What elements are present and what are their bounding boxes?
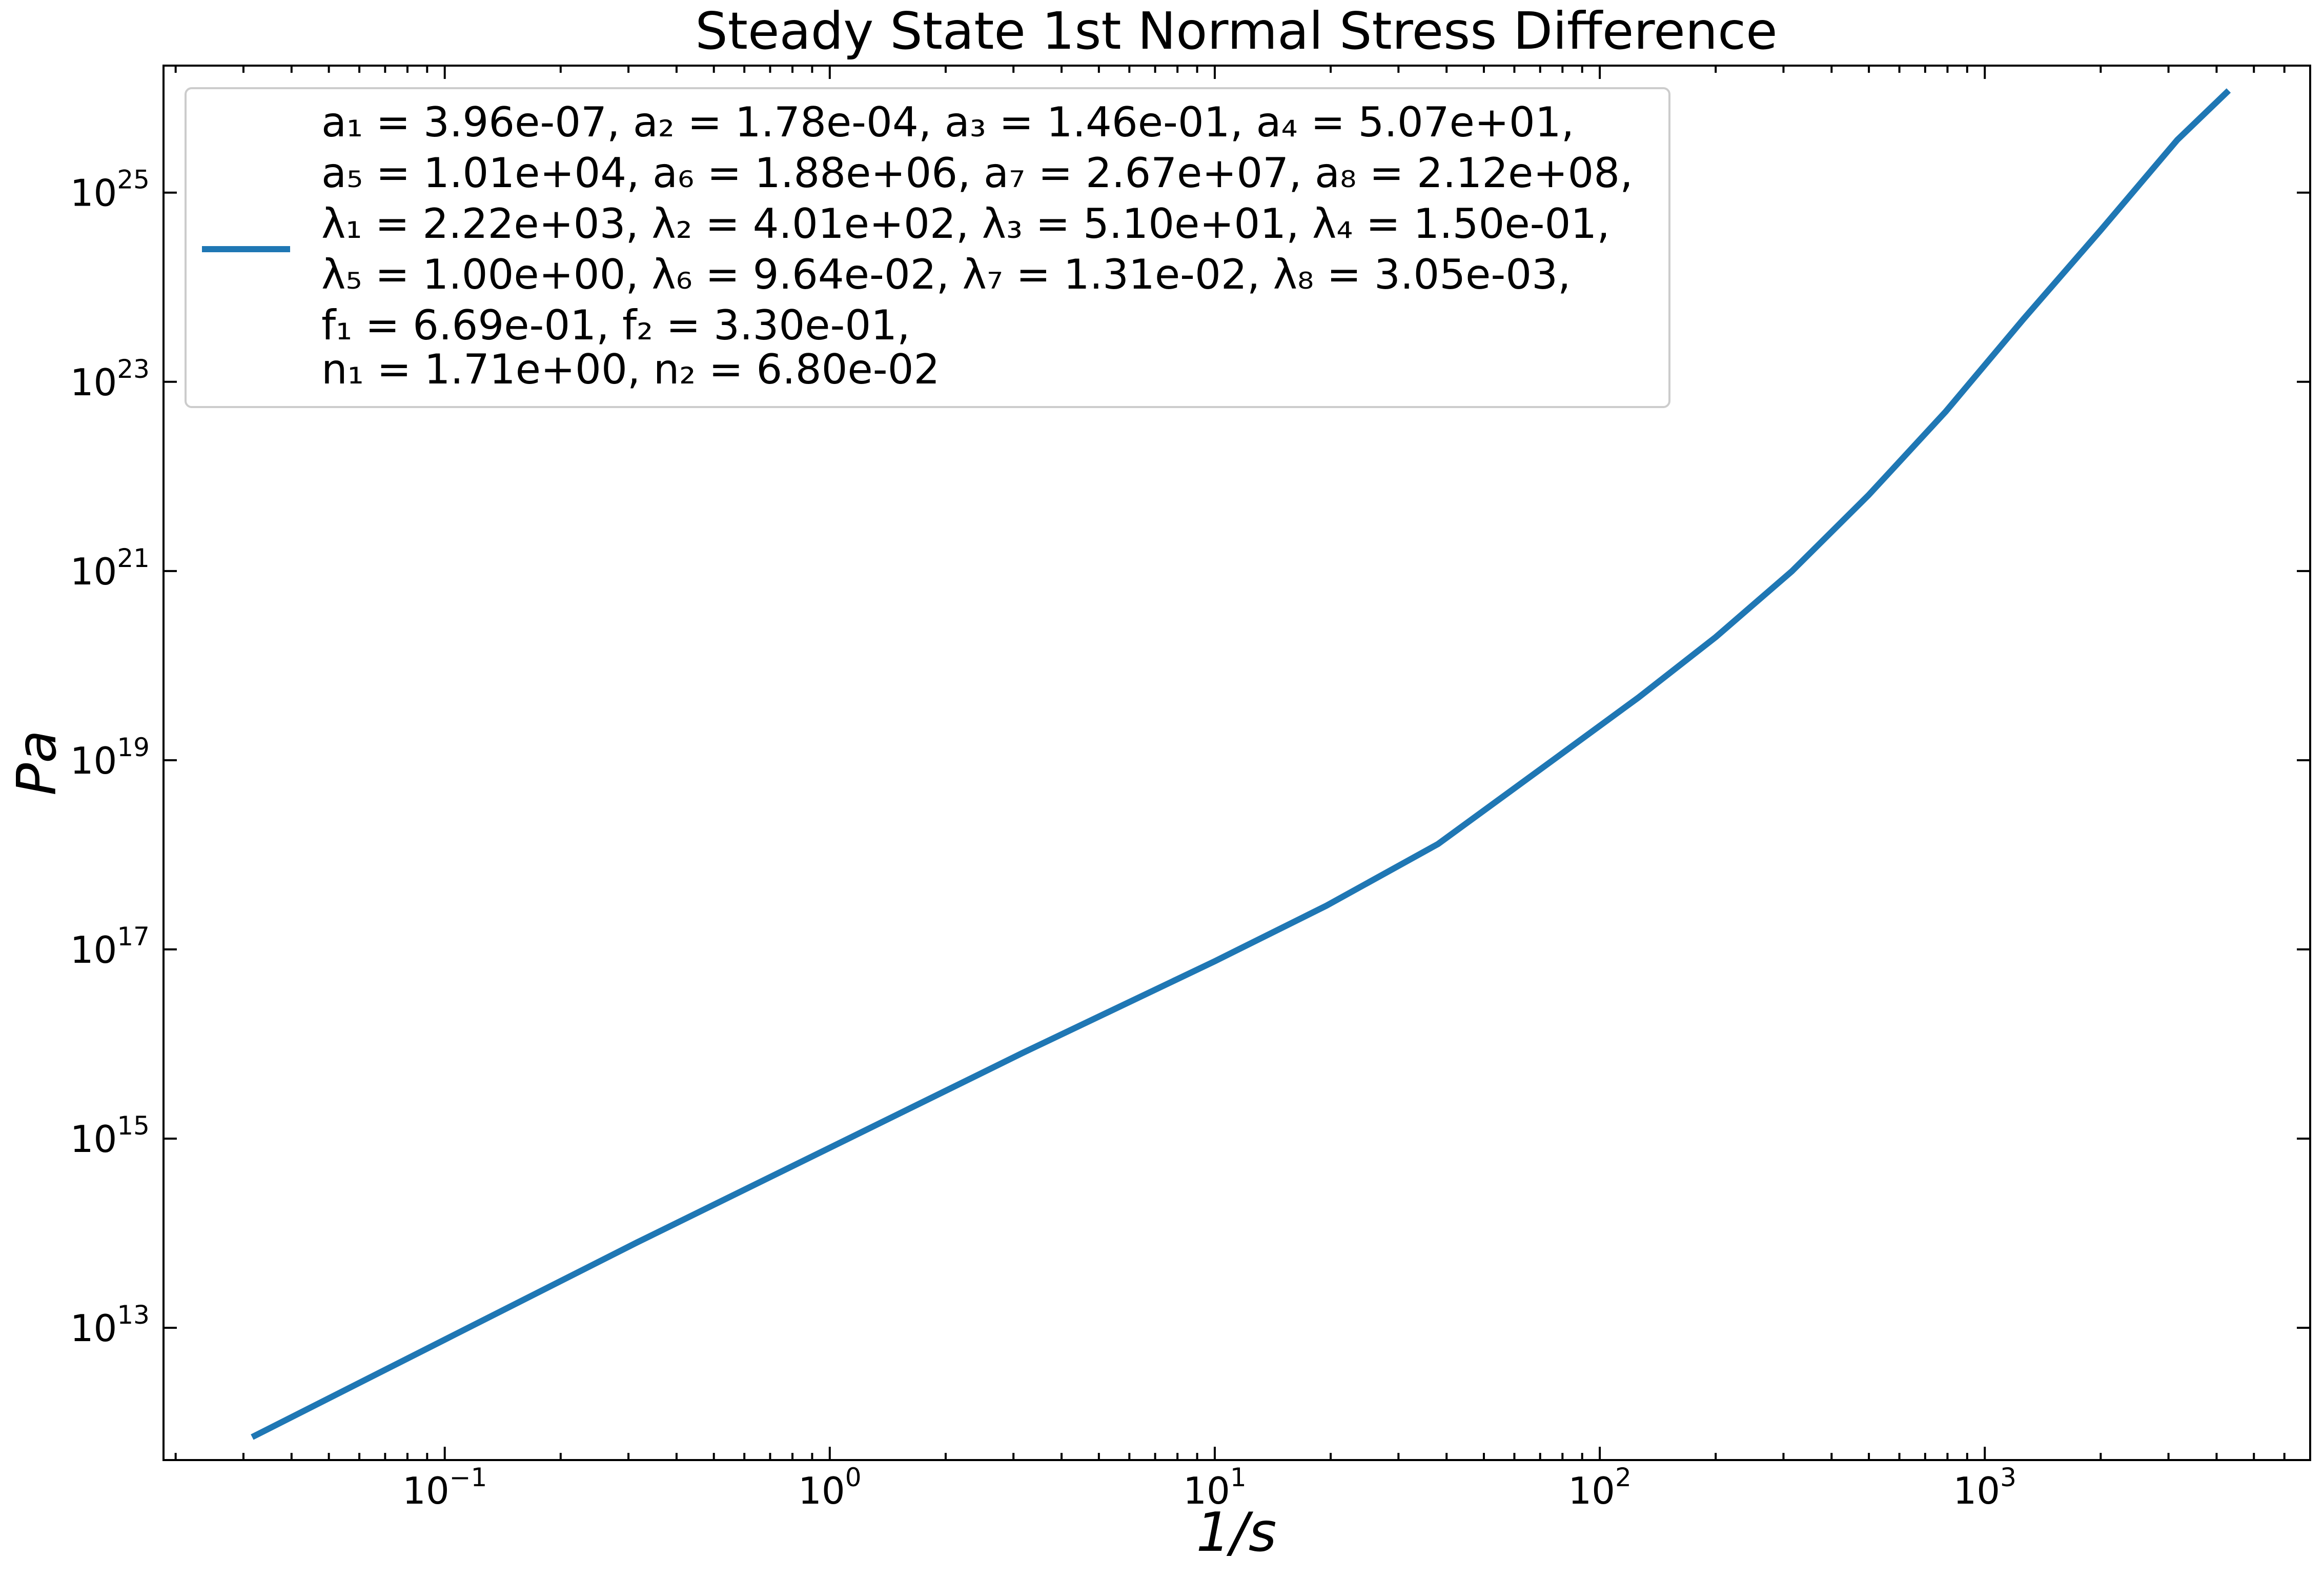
x-tick-label-exponent: 1	[1230, 1463, 1247, 1492]
legend-entry-line-2: a₅ = 1.01e+04, a₆ = 1.88e+06, a₇ = 2.67e…	[321, 149, 1633, 197]
legend-entry-line-5: f₁ = 6.69e-01, f₂ = 3.30e-01,	[321, 301, 910, 349]
y-tick-label-base: 10	[70, 739, 117, 782]
x-tick-label: 102	[1568, 1463, 1631, 1512]
y-tick-label: 1013	[70, 1300, 150, 1350]
y-tick-label-exponent: 25	[117, 165, 150, 195]
legend-entry-line-1: a₁ = 3.96e-07, a₂ = 1.78e-04, a₃ = 1.46e…	[321, 98, 1574, 146]
y-tick-label-base: 10	[70, 172, 117, 215]
x-tick-label-base: 10	[1183, 1469, 1230, 1512]
y-axis-label: Pa	[6, 730, 68, 796]
y-tick-label-base: 10	[70, 550, 117, 593]
x-tick-label-exponent: 0	[845, 1463, 862, 1492]
y-tick-label: 1019	[70, 733, 150, 782]
legend-entry-line-6: n₁ = 1.71e+00, n₂ = 6.80e-02	[321, 346, 940, 393]
y-tick-label: 1023	[70, 354, 150, 404]
series-layer	[251, 88, 2231, 1440]
y-tick-label-base: 10	[70, 928, 117, 971]
y-tick-label-exponent: 19	[117, 733, 150, 762]
x-tick-label-exponent: 3	[2000, 1463, 2016, 1492]
x-tick-label: 100	[798, 1463, 861, 1512]
y-tick-label: 1021	[70, 543, 150, 593]
y-tick-label-exponent: 23	[117, 354, 150, 384]
x-axis-label: 1/s	[1196, 1501, 1277, 1564]
x-tick-label: 101	[1183, 1463, 1246, 1512]
x-tick-label-base: 10	[798, 1469, 845, 1512]
y-tick-label-exponent: 15	[117, 1111, 150, 1141]
legend-entry-line-4: λ₅ = 1.00e+00, λ₆ = 9.64e-02, λ₇ = 1.31e…	[321, 251, 1571, 298]
legend-entry-line-3: λ₁ = 2.22e+03, λ₂ = 4.01e+02, λ₃ = 5.10e…	[321, 200, 1610, 248]
x-tick-label: 10−1	[402, 1463, 487, 1512]
y-tick-label: 1025	[70, 165, 150, 215]
series-line	[251, 88, 2231, 1440]
chart-title: Steady State 1st Normal Stress Differenc…	[695, 1, 1777, 61]
y-tick-label-exponent: 13	[117, 1300, 150, 1330]
x-tick-label: 103	[1953, 1463, 2016, 1512]
x-tick-label-exponent: 2	[1615, 1463, 1632, 1492]
x-tick-label-base: 10	[1953, 1469, 2001, 1512]
x-tick-label-exponent: −1	[450, 1463, 487, 1492]
y-tick-label-base: 10	[70, 361, 117, 404]
y-tick-label-base: 10	[70, 1118, 117, 1161]
y-tick-label-exponent: 17	[117, 922, 150, 952]
x-tick-label-base: 10	[402, 1469, 450, 1512]
y-tick-label-exponent: 21	[117, 543, 150, 573]
y-tick-label-base: 10	[70, 1307, 117, 1350]
plot-frame	[162, 65, 2311, 1461]
legend[interactable]: a₁ = 3.96e-07, a₂ = 1.78e-04, a₃ = 1.46e…	[185, 87, 1670, 408]
y-tick-label: 1015	[70, 1111, 150, 1161]
x-axis-ticks: 10−1 100 101 102 103	[402, 66, 2016, 1512]
y-tick-label: 1017	[70, 922, 150, 971]
minor-ticks	[174, 66, 2311, 1460]
legend-box	[185, 87, 1670, 408]
x-tick-label-base: 10	[1568, 1469, 1615, 1512]
